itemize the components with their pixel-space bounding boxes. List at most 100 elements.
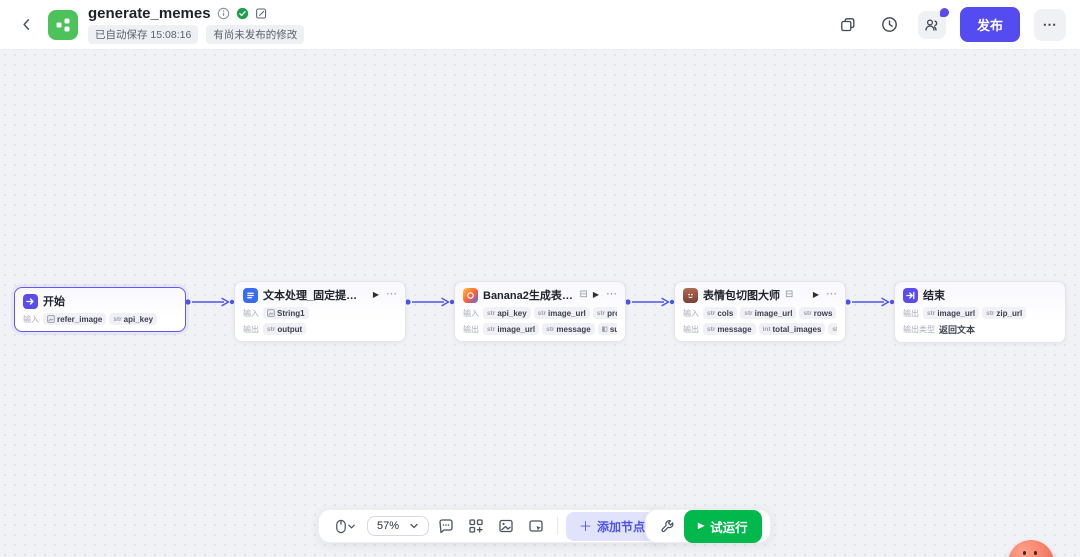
node-run-icon[interactable]: ▶ xyxy=(812,290,819,299)
frame-cursor-icon xyxy=(529,520,543,532)
node-end-icon xyxy=(903,287,918,303)
workflow-title: generate_memes xyxy=(88,5,211,22)
node-collapse-icon[interactable]: ⊟ xyxy=(785,289,794,300)
param-chip: str rows xyxy=(799,307,837,319)
workflow-node[interactable]: 开始 输入 refer_image str api_key xyxy=(14,287,186,332)
debug-tools-button[interactable] xyxy=(654,513,680,539)
node-run-icon[interactable]: ▶ xyxy=(372,290,379,299)
node-param-row: 输出strmessageinttotal_imagesstrzip_urlstr… xyxy=(683,323,837,335)
node-text-icon xyxy=(243,287,258,303)
param-chip: str message xyxy=(542,323,595,335)
row-label: 输出 xyxy=(243,324,259,334)
param-chip: str api_key xyxy=(109,313,158,325)
row-label: 输出 xyxy=(463,324,479,334)
param-chip: str image_url xyxy=(533,307,590,319)
assistant-mascot[interactable] xyxy=(1008,540,1054,557)
param-chip: str image_url xyxy=(923,307,980,319)
workflow-glyph-icon xyxy=(56,18,70,31)
export-image-button[interactable] xyxy=(493,513,519,539)
mascot-eye xyxy=(1023,551,1026,555)
param-chip: int total_images xyxy=(758,323,826,335)
copy-icon xyxy=(841,17,855,31)
select-frame-button[interactable] xyxy=(523,513,549,539)
chevron-down-icon xyxy=(347,524,355,529)
wrench-icon xyxy=(660,519,673,532)
node-param-row: 输入 refer_image str api_key xyxy=(23,313,177,325)
layout-grid-icon xyxy=(469,519,483,533)
node-param-row: 输出 str output xyxy=(243,323,397,335)
node-param-row: 输出 str image_url str zip_url xyxy=(903,307,1057,319)
row-label: 输入 xyxy=(463,308,479,318)
play-icon: ▶ xyxy=(698,521,705,530)
test-run-button[interactable]: ▶ 试运行 xyxy=(684,509,762,543)
collaborate-button[interactable] xyxy=(917,7,949,39)
chevron-left-icon xyxy=(22,19,29,30)
node-banana-icon xyxy=(463,287,478,303)
workflow-node[interactable]: Banana2生成表情包 ⊟ ▶ ⋯ 输入 str api_key str image_url s… xyxy=(454,281,626,342)
duplicate-button[interactable] xyxy=(834,11,862,39)
mascot-eye xyxy=(1034,551,1037,555)
node-collapse-icon[interactable]: ⊟ xyxy=(579,289,588,300)
back-button[interactable] xyxy=(14,13,38,37)
param-chip: str message xyxy=(703,323,756,335)
param-chip: str cols xyxy=(703,307,738,319)
edit-icon[interactable] xyxy=(255,7,268,20)
workflow-app-icon xyxy=(48,9,78,40)
add-node-button[interactable]: ＋ 添加节点 xyxy=(566,511,659,541)
node-title: 结束 xyxy=(923,290,945,302)
node-param-row: 输出类型 返回文本 xyxy=(903,323,1057,336)
param-chip: strprompt xyxy=(592,307,617,319)
param-chip: String1 xyxy=(263,307,309,319)
node-more-icon[interactable]: ⋯ xyxy=(826,288,837,301)
pointer-mode-button[interactable] xyxy=(327,513,363,539)
unpublished-changes-badge: 有尚未发布的修改 xyxy=(206,25,305,44)
comment-icon xyxy=(439,519,453,534)
node-more-icon[interactable]: ⋯ xyxy=(606,288,617,301)
zoom-select[interactable]: 57% xyxy=(367,516,430,536)
row-label: 输入 xyxy=(243,308,259,318)
node-param-row: 输入 String1 xyxy=(243,307,397,319)
info-icon[interactable] xyxy=(217,7,230,20)
row-label: 输出 xyxy=(903,308,919,318)
node-title: 表情包切图大师 xyxy=(703,290,780,302)
toolbar-divider xyxy=(557,517,559,535)
row-label: 输出类型 xyxy=(903,325,935,334)
publish-button[interactable]: 发布 xyxy=(959,7,1020,42)
workflow-node[interactable]: 文本处理_固定提示词 ▶ ⋯ 输入 String1 输出 str output xyxy=(234,281,406,342)
comment-button[interactable] xyxy=(433,513,459,539)
row-label: 输出 xyxy=(683,324,699,334)
node-more-icon[interactable]: ⋯ xyxy=(386,288,397,301)
mouse-icon xyxy=(335,519,346,533)
run-toolbar: ▶ 试运行 xyxy=(645,509,771,543)
history-clock-icon xyxy=(882,17,898,32)
collaborators-icon xyxy=(925,18,938,31)
autosave-badge: 已自动保存 15:08:16 xyxy=(88,25,199,44)
workflow-node[interactable]: 表情包切图大师 ⊟ ▶ ⋯ 输入 str cols str image_url str rows 输出… xyxy=(674,281,846,342)
saved-check-icon xyxy=(236,7,248,20)
param-chip: str image_url xyxy=(740,307,797,319)
history-button[interactable] xyxy=(876,11,904,39)
node-run-icon[interactable]: ▶ xyxy=(592,290,599,299)
node-start-icon xyxy=(23,293,38,309)
image-icon xyxy=(499,519,513,533)
node-cutter-icon xyxy=(683,287,698,303)
header-more-button[interactable]: ⋯ xyxy=(1034,8,1066,41)
top-header: generate_memes 已自动保存 15:08:16 有尚未发布的修改 xyxy=(0,0,1080,50)
row-label: 输入 xyxy=(683,308,699,318)
node-title: 文本处理_固定提示词 xyxy=(263,290,368,302)
param-chip: str image_url xyxy=(483,323,540,335)
node-param-row: 输入 str cols str image_url str rows xyxy=(683,307,837,319)
canvas-toolbar: 57% xyxy=(318,509,668,543)
auto-layout-button[interactable] xyxy=(463,513,489,539)
workflow-canvas[interactable]: 开始 输入 refer_image str api_key 文本处理_固定提示词 ▶ ⋯ 输入 S… xyxy=(0,50,1080,557)
param-chip: ◧success xyxy=(597,323,617,335)
node-title: Banana2生成表情包 xyxy=(483,290,575,302)
plus-icon: ＋ xyxy=(579,518,593,534)
collaborate-notify-badge xyxy=(939,7,949,17)
workflow-node[interactable]: 结束 输出 str image_url str zip_url 输出类型 返回文本 xyxy=(894,281,1066,343)
param-chip: str output xyxy=(263,323,307,335)
